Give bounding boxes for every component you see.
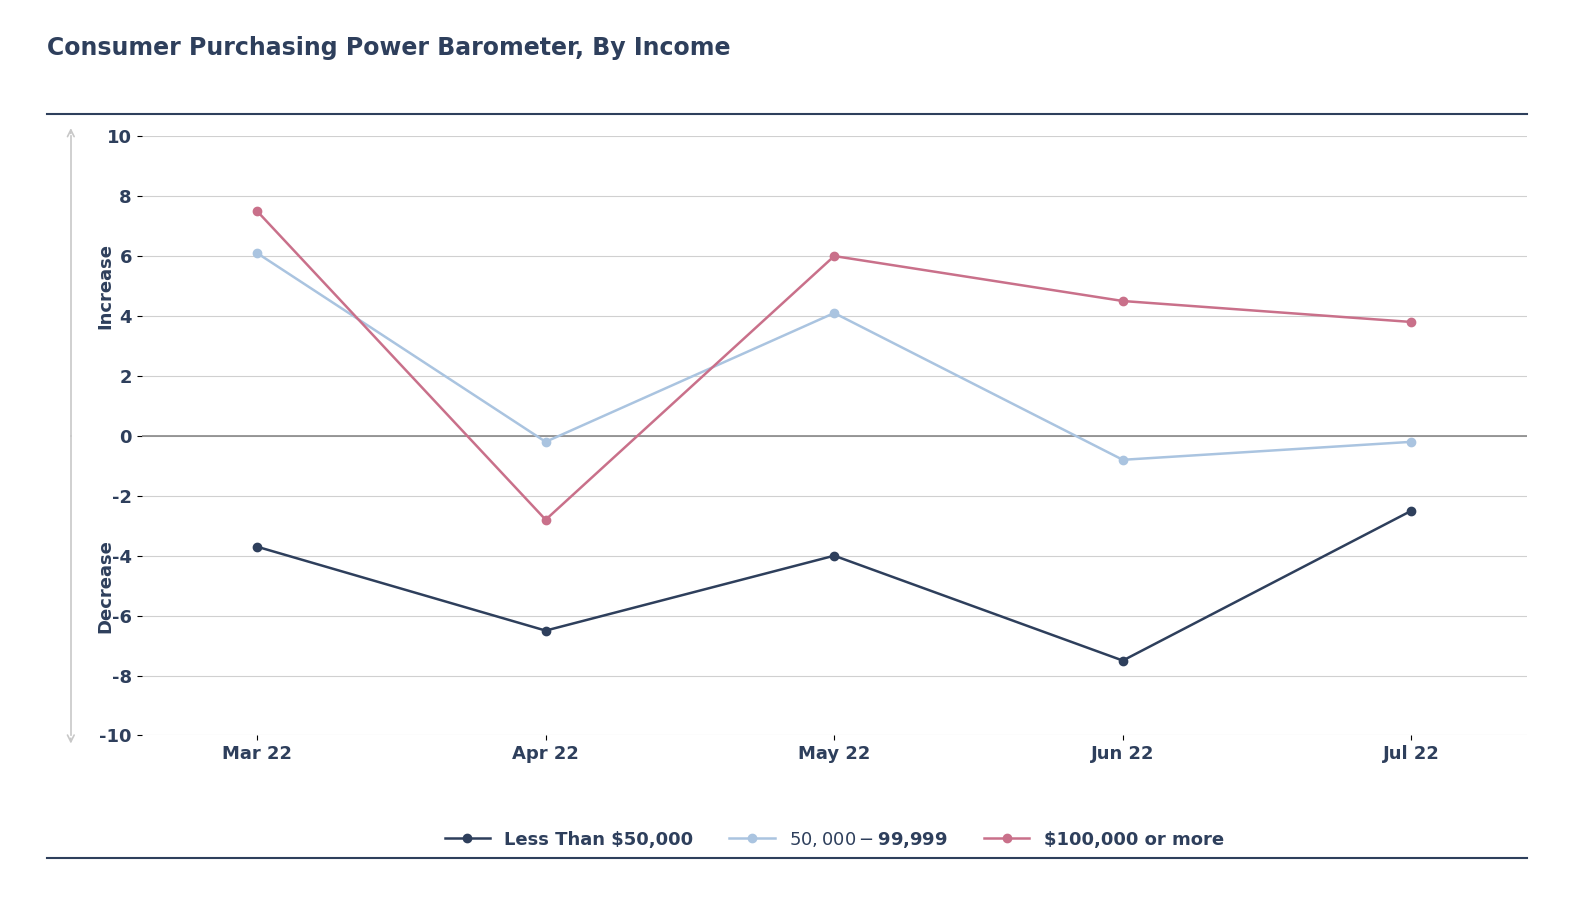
Text: Consumer Purchasing Power Barometer, By Income: Consumer Purchasing Power Barometer, By … [47, 36, 730, 60]
Text: Decrease: Decrease [96, 538, 115, 633]
Text: Increase: Increase [96, 243, 115, 329]
Legend: Less Than $50,000, $50,000 - $99,999, $100,000 or more: Less Than $50,000, $50,000 - $99,999, $1… [438, 823, 1231, 857]
